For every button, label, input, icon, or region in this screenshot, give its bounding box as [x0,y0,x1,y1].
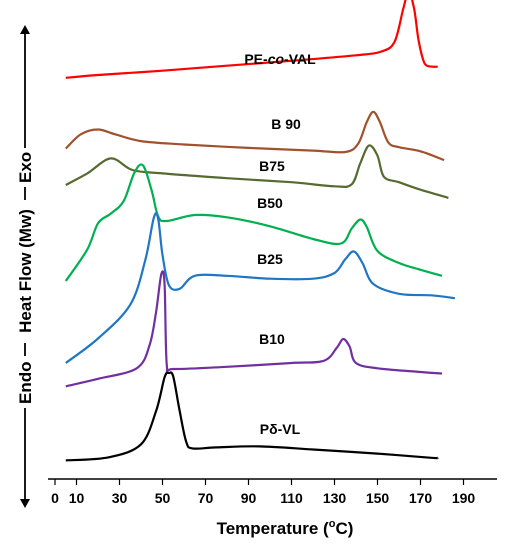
x-tick-label-5: 90 [241,490,257,506]
series-label-layer: PE-co-VAL B 90 B75 B50 B25 B10 Pδ-VL [244,51,316,437]
y-axis-annotation: Endo Heat Flow (Mw) Exo [16,25,35,508]
series-line-6 [65,371,439,462]
series-label-4: B25 [257,251,283,267]
series-line-2 [65,144,449,199]
x-tick-label-8: 150 [366,490,390,506]
series-line-0 [65,0,438,79]
series-line-5 [65,270,443,388]
x-tick-label-9: 170 [409,490,433,506]
series-layer [64,0,456,462]
x-tick-label-0: 0 [51,490,59,506]
x-tick-label-7: 130 [323,490,347,506]
y-label-endo: Endo [16,362,35,405]
x-axis-title: Temperature (oC) [217,518,354,538]
y-label-exo: Exo [16,152,35,183]
series-label-0: PE-co-VAL [244,51,316,67]
endo-arrow-icon [20,499,30,508]
x-tick-label-2: 30 [112,490,128,506]
series-label-2: B75 [259,158,285,174]
x-tick-label-10: 190 [452,490,476,506]
series-label-3: B50 [257,195,283,211]
x-tick-label-4: 70 [198,490,214,506]
series-line-3 [64,163,443,282]
y-label-heat-flow: Heat Flow (Mw) [16,209,35,333]
series-label-5: B10 [259,331,285,347]
x-tick-label-6: 110 [280,490,303,506]
series-line-1 [65,110,445,162]
x-tick-label-3: 50 [155,490,171,506]
series-label-6: Pδ-VL [260,421,301,437]
x-tick-label-1: 10 [69,490,85,506]
series-label-1: B 90 [271,116,301,132]
series-line-4 [65,212,456,364]
exo-arrow-icon [20,25,30,34]
x-tick-layer: 0 10 30 50 70 90 110 130 150 170 190 [51,479,475,506]
